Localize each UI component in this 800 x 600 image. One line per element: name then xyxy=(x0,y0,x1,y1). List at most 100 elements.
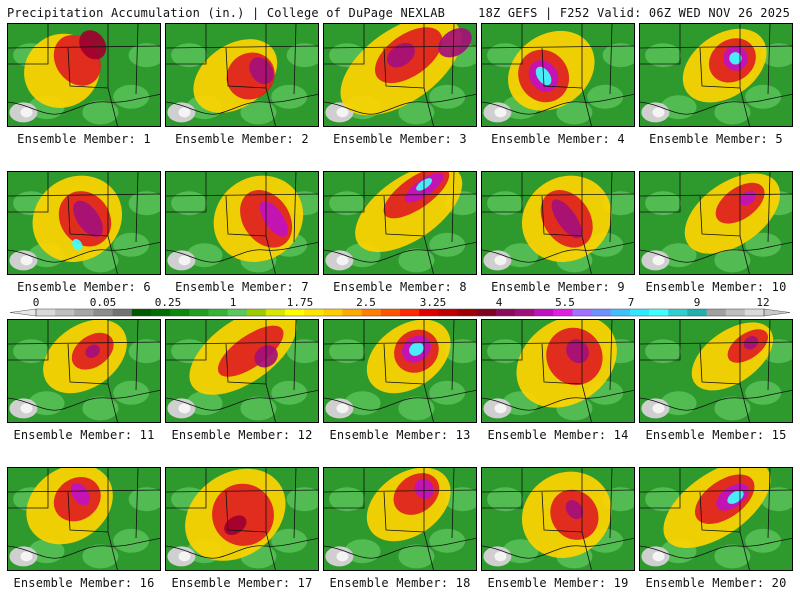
map-image xyxy=(482,172,634,274)
map-image xyxy=(166,24,318,126)
scale-swatch xyxy=(495,309,516,316)
scale-swatch xyxy=(514,309,535,316)
panel-caption: Ensemble Member: 20 xyxy=(645,576,787,590)
panel-caption: Ensemble Member: 12 xyxy=(171,428,313,442)
scale-tick-label: 0.25 xyxy=(155,296,182,309)
panel-caption: Ensemble Member: 3 xyxy=(333,132,467,146)
scale-swatch xyxy=(534,309,554,316)
scale-swatch xyxy=(265,309,286,316)
scale-swatch xyxy=(36,309,56,316)
scale-tick-label: 1 xyxy=(230,296,237,309)
scale-swatch xyxy=(227,309,248,316)
panel-caption: Ensemble Member: 11 xyxy=(13,428,155,442)
run-info: 18Z GEFS | F252 Valid: 06Z WED NOV 26 20… xyxy=(478,6,790,20)
precip-map xyxy=(7,319,161,423)
scale-tick-label: 2.5 xyxy=(356,296,376,309)
panel-caption: Ensemble Member: 6 xyxy=(17,280,151,294)
ensemble-panel: Ensemble Member: 10 xyxy=(639,171,793,294)
scale-swatch xyxy=(323,309,344,316)
precip-map xyxy=(165,171,319,275)
scale-swatch xyxy=(55,309,75,316)
precip-map xyxy=(7,171,161,275)
scale-swatch xyxy=(74,309,94,316)
precip-map xyxy=(323,23,477,127)
panel-caption: Ensemble Member: 7 xyxy=(175,280,309,294)
precip-map xyxy=(323,467,477,571)
panel-caption: Ensemble Member: 9 xyxy=(491,280,625,294)
map-image xyxy=(324,172,476,274)
scale-swatch xyxy=(591,309,612,316)
scale-tick-label: 0 xyxy=(33,296,40,309)
ensemble-panel: Ensemble Member: 12 xyxy=(165,319,319,442)
ensemble-panel: Ensemble Member: 1 xyxy=(7,23,161,146)
map-image xyxy=(324,320,476,422)
scale-swatch xyxy=(629,309,650,316)
panel-caption: Ensemble Member: 16 xyxy=(13,576,155,590)
scale-swatch xyxy=(649,309,669,316)
panel-caption: Ensemble Member: 18 xyxy=(329,576,471,590)
precip-map xyxy=(7,23,161,127)
ensemble-panel: Ensemble Member: 15 xyxy=(639,319,793,442)
ensemble-panel: Ensemble Member: 19 xyxy=(481,467,635,590)
precip-map xyxy=(481,23,635,127)
ensemble-panel: Ensemble Member: 7 xyxy=(165,171,319,294)
scale-swatch xyxy=(476,309,497,316)
panel-caption: Ensemble Member: 8 xyxy=(333,280,467,294)
panel-caption: Ensemble Member: 14 xyxy=(487,428,629,442)
map-image xyxy=(8,172,160,274)
scale-swatch xyxy=(419,309,439,316)
map-image xyxy=(482,24,634,126)
scale-tick-label: 9 xyxy=(694,296,701,309)
scale-swatch xyxy=(725,309,746,316)
map-image xyxy=(482,468,634,570)
scale-swatch xyxy=(208,309,229,316)
map-image xyxy=(640,172,792,274)
precip-map xyxy=(323,319,477,423)
ensemble-panel: Ensemble Member: 17 xyxy=(165,467,319,590)
ensemble-panel: Ensemble Member: 6 xyxy=(7,171,161,294)
color-scale: 0 0.05 0.25 1 1.75 2.5 3.25 4 5.5 7 9 12 xyxy=(0,296,800,320)
panel-caption: Ensemble Member: 17 xyxy=(171,576,313,590)
panel-caption: Ensemble Member: 19 xyxy=(487,576,629,590)
chart-title: Precipitation Accumulation (in.) | Colle… xyxy=(7,6,446,20)
scale-tick-label: 12 xyxy=(756,296,769,309)
panel-caption: Ensemble Member: 13 xyxy=(329,428,471,442)
map-image xyxy=(640,320,792,422)
scale-swatch xyxy=(380,309,401,316)
scale-swatch xyxy=(131,309,152,316)
scale-swatch xyxy=(687,309,708,316)
scale-swatch xyxy=(744,309,765,316)
scale-tick-label: 5.5 xyxy=(555,296,575,309)
panel-caption: Ensemble Member: 5 xyxy=(649,132,783,146)
scale-tick-label: 3.25 xyxy=(420,296,447,309)
scale-tick-label: 7 xyxy=(628,296,635,309)
scale-tick-label: 4 xyxy=(496,296,503,309)
ensemble-panel: Ensemble Member: 11 xyxy=(7,319,161,442)
scale-swatch xyxy=(668,309,688,316)
map-image xyxy=(8,24,160,126)
scale-swatch xyxy=(342,309,363,316)
precip-map xyxy=(165,319,319,423)
scale-swatch xyxy=(189,309,209,316)
precip-map xyxy=(639,319,793,423)
scale-swatch xyxy=(400,309,420,316)
ensemble-panel: Ensemble Member: 20 xyxy=(639,467,793,590)
map-image xyxy=(166,468,318,570)
scale-swatch xyxy=(304,309,324,316)
map-image xyxy=(166,320,318,422)
map-image xyxy=(324,24,476,126)
ensemble-panel: Ensemble Member: 3 xyxy=(323,23,477,146)
scale-swatch xyxy=(361,309,382,316)
precip-map xyxy=(481,467,635,571)
scale-swatch xyxy=(93,309,114,316)
ensemble-panel: Ensemble Member: 13 xyxy=(323,319,477,442)
ensemble-panel: Ensemble Member: 18 xyxy=(323,467,477,590)
map-image xyxy=(324,468,476,570)
map-image xyxy=(8,320,160,422)
ensemble-panel: Ensemble Member: 14 xyxy=(481,319,635,442)
ensemble-panel: Ensemble Member: 2 xyxy=(165,23,319,146)
map-image xyxy=(166,172,318,274)
ensemble-panel: Ensemble Member: 16 xyxy=(7,467,161,590)
precip-map xyxy=(165,23,319,127)
map-image xyxy=(482,320,634,422)
